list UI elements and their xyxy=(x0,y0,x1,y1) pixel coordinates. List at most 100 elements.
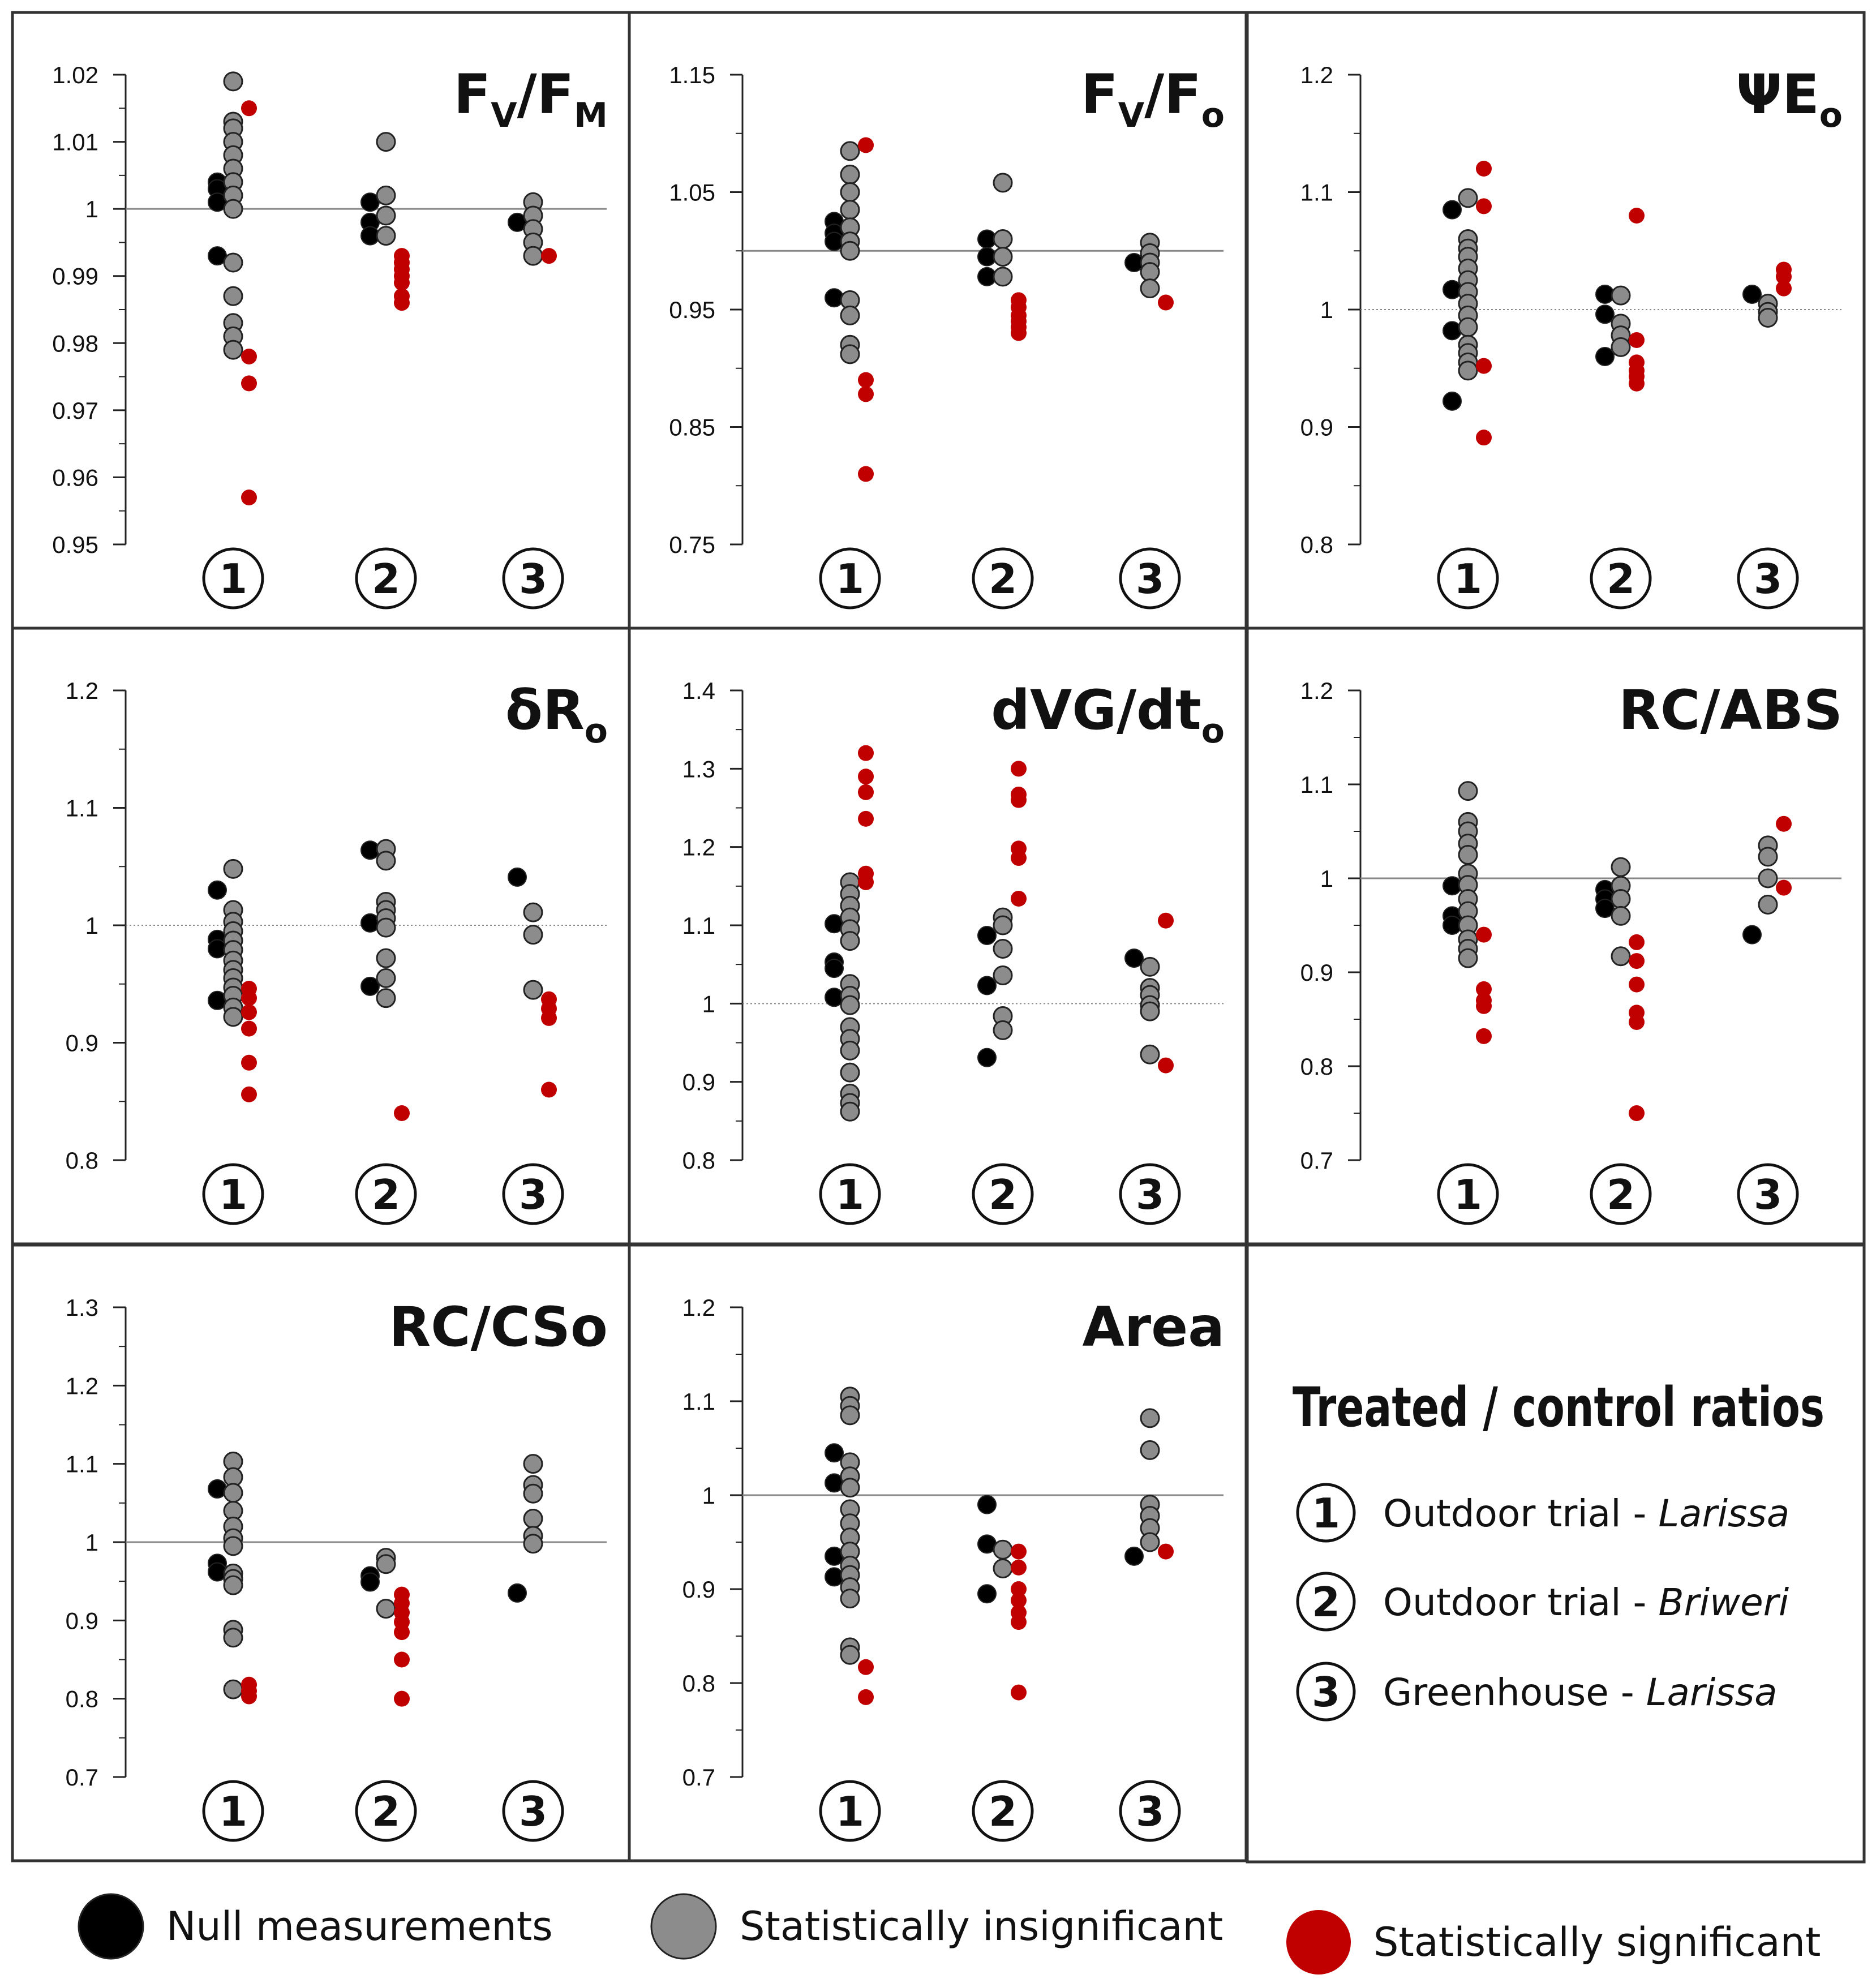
marker-legend-null: Null measurements xyxy=(78,1893,553,1960)
data-point-null xyxy=(1443,200,1462,220)
group-label: 3 xyxy=(1136,555,1164,603)
y-tick-label: 0.8 xyxy=(682,1147,715,1174)
panel-title-part: V xyxy=(1118,96,1145,135)
data-point-insignificant xyxy=(223,1483,243,1503)
data-point-insignificant xyxy=(1758,868,1778,889)
y-tick-label: 1.1 xyxy=(1300,771,1333,798)
data-point-significant xyxy=(858,769,874,785)
data-point-significant xyxy=(1011,761,1027,777)
y-tick-label: 0.75 xyxy=(669,531,715,558)
data-point-insignificant xyxy=(840,182,860,202)
group-label-circle xyxy=(355,1780,417,1842)
group-label-circle xyxy=(972,1780,1034,1842)
data-point-insignificant xyxy=(1140,262,1160,282)
legend-item-label: Greenhouse - Larissa xyxy=(1383,1671,1778,1714)
data-point-insignificant xyxy=(1458,948,1478,968)
group-label-circle xyxy=(355,547,417,610)
data-point-significant xyxy=(1476,926,1492,943)
group-label-circle xyxy=(202,1163,264,1225)
group-label-circle xyxy=(202,547,264,610)
data-point-insignificant xyxy=(1758,894,1778,915)
data-point-insignificant xyxy=(1611,905,1631,926)
group-label: 3 xyxy=(519,555,547,603)
data-point-insignificant xyxy=(1458,781,1478,801)
data-point-insignificant xyxy=(376,1599,396,1619)
data-point-significant xyxy=(1476,981,1492,997)
data-point-significant xyxy=(1011,1581,1027,1597)
data-point-insignificant xyxy=(223,71,243,92)
data-point-significant xyxy=(1011,325,1027,341)
group-label: 1 xyxy=(836,1171,864,1218)
data-point-significant xyxy=(1776,268,1792,285)
data-point-significant xyxy=(858,137,874,153)
y-tick-label: 0.7 xyxy=(1300,1147,1333,1174)
panel-title-part: RC/CSo xyxy=(389,1295,608,1359)
data-point-significant xyxy=(1011,1543,1027,1560)
panel-title-part: /F xyxy=(1144,63,1201,126)
data-point-significant xyxy=(1011,792,1027,808)
data-point-insignificant xyxy=(1140,1044,1160,1065)
legend-item-3: 3 Greenhouse - Larissa xyxy=(1296,1662,1778,1722)
y-tick-label: 1.1 xyxy=(682,912,715,939)
data-point-insignificant xyxy=(1140,1440,1160,1460)
panel-1: 0.95 0.96 0.97 0.98 0.99 1 1.01 1.02 FV/FM 1 2 3 xyxy=(11,11,631,630)
y-tick-label: 0.8 xyxy=(682,1670,715,1697)
data-point-significant xyxy=(1476,358,1492,374)
legend-cell: Treated / control ratios 1 Outdoor trial… xyxy=(1246,1243,1866,1864)
group-label-circle xyxy=(1437,547,1499,610)
group-label: 1 xyxy=(219,555,247,603)
y-tick-label: 1.01 xyxy=(52,129,98,156)
panel-title-part: o xyxy=(1201,96,1225,135)
data-point-insignificant xyxy=(840,1405,860,1426)
data-point-significant xyxy=(394,295,410,311)
data-point-insignificant xyxy=(1611,889,1631,909)
data-point-insignificant xyxy=(376,988,396,1008)
data-point-insignificant xyxy=(523,1509,543,1529)
data-point-insignificant xyxy=(223,286,243,306)
y-tick-label: 0.99 xyxy=(52,263,98,290)
y-tick-label: 1.3 xyxy=(66,1294,98,1321)
data-point-null xyxy=(508,1583,527,1603)
y-tick-label: 1.1 xyxy=(66,1451,98,1478)
group-label: 2 xyxy=(1607,555,1635,603)
data-point-significant xyxy=(1011,1614,1027,1630)
data-point-significant xyxy=(1158,1057,1174,1074)
legend-item-label: Outdoor trial - Larissa xyxy=(1383,1492,1789,1535)
marker-legend-insignificant: Statistically insignificant xyxy=(650,1893,1223,1960)
data-point-insignificant xyxy=(993,173,1013,193)
data-point-insignificant xyxy=(1611,337,1631,357)
data-point-null xyxy=(977,1584,997,1604)
group-label-circle xyxy=(1590,547,1652,610)
data-point-significant xyxy=(1629,208,1645,224)
group-label: 1 xyxy=(1454,555,1482,603)
data-point-null xyxy=(1443,321,1462,341)
data-point-significant xyxy=(1158,912,1174,929)
data-point-insignificant xyxy=(1458,845,1478,865)
data-point-significant xyxy=(541,248,557,264)
group-label-circle xyxy=(1119,547,1181,610)
data-point-null xyxy=(1443,391,1462,411)
data-point-insignificant xyxy=(376,185,396,205)
y-tick-label: 1 xyxy=(85,196,98,222)
y-tick-label: 0.96 xyxy=(52,464,98,491)
data-point-null xyxy=(1595,304,1615,324)
data-point-significant xyxy=(858,745,874,761)
data-point-null xyxy=(977,925,997,945)
data-point-significant xyxy=(858,466,874,482)
y-tick-label: 1 xyxy=(1320,865,1333,892)
legend-cell-frame xyxy=(1246,1243,1866,1864)
panel-title-part: RC/ABS xyxy=(1619,679,1843,742)
data-point-significant xyxy=(1629,976,1645,993)
y-tick-label: 0.8 xyxy=(1300,1053,1333,1080)
data-point-insignificant xyxy=(223,1007,243,1027)
data-point-insignificant xyxy=(223,1679,243,1699)
data-point-significant xyxy=(1776,815,1792,832)
group-label-circle xyxy=(819,1163,881,1225)
data-point-insignificant xyxy=(1611,857,1631,877)
y-tick-label: 1.2 xyxy=(682,834,715,861)
data-point-significant xyxy=(394,1624,410,1641)
data-point-significant xyxy=(394,1105,410,1121)
legend-item-number-circle xyxy=(1296,1572,1356,1632)
group-label: 2 xyxy=(372,1171,400,1218)
group-label: 1 xyxy=(219,1171,247,1218)
